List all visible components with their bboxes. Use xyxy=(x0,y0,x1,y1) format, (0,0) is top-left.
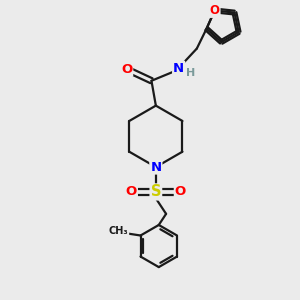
Text: N: N xyxy=(173,62,184,75)
Text: H: H xyxy=(186,68,196,79)
Text: N: N xyxy=(150,160,161,174)
Text: CH₃: CH₃ xyxy=(109,226,128,236)
Text: S: S xyxy=(151,184,161,200)
Text: O: O xyxy=(126,185,137,198)
Text: O: O xyxy=(175,185,186,198)
Text: O: O xyxy=(121,63,132,76)
Text: O: O xyxy=(210,4,220,17)
